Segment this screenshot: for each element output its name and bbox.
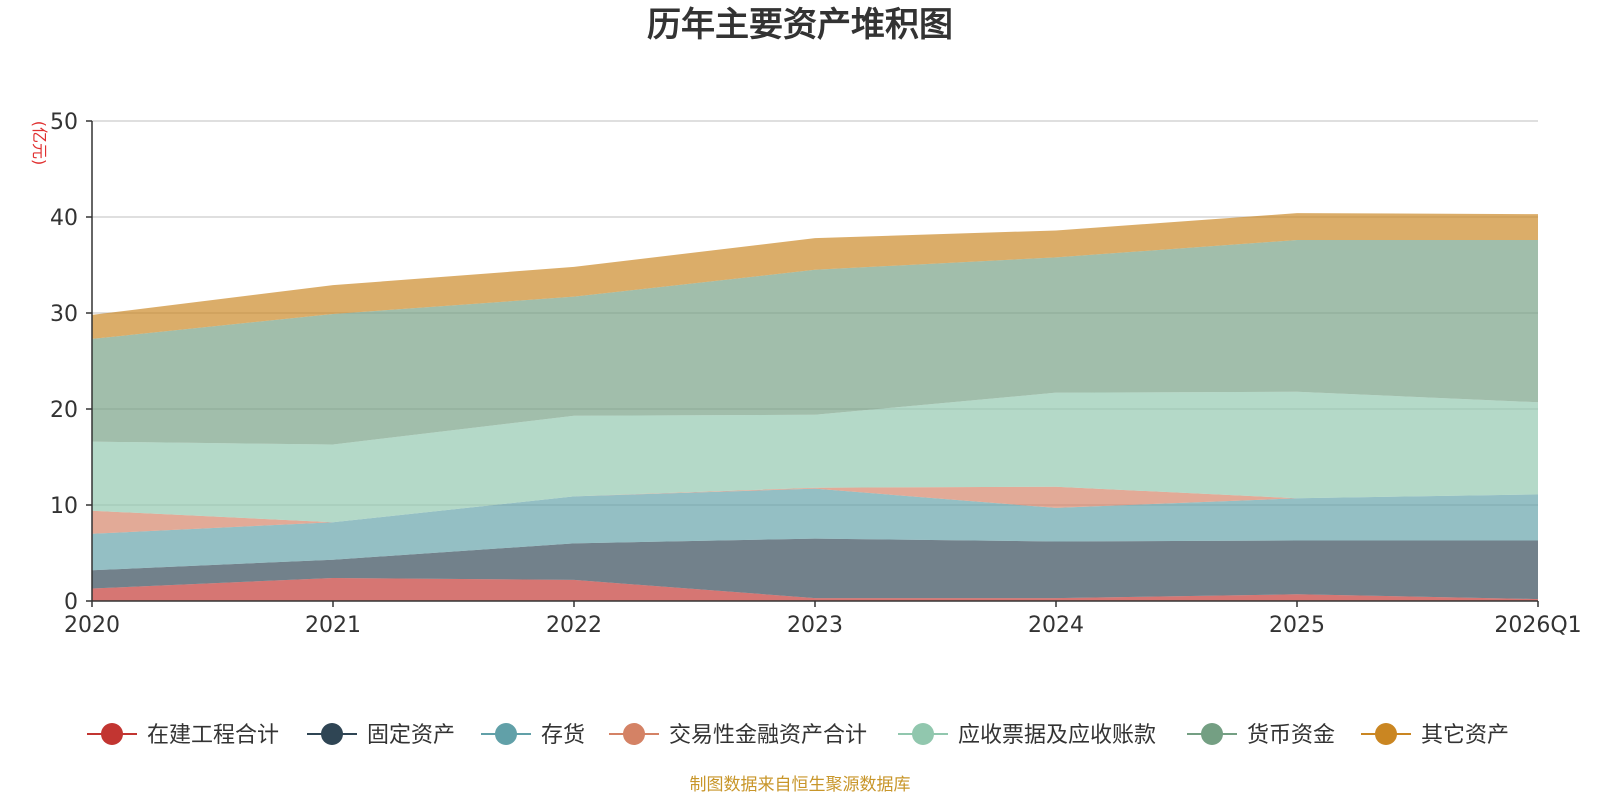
- legend-label: 交易性金融资产合计: [669, 723, 867, 748]
- legend-label: 在建工程合计: [147, 723, 279, 748]
- series-0-area[interactable]: [92, 577, 1538, 601]
- x-tick-label: 2022: [546, 613, 602, 638]
- series-4-area[interactable]: [92, 391, 1538, 523]
- series-1-area[interactable]: [92, 538, 1538, 600]
- x-tick-label: 2026Q1: [1494, 613, 1581, 638]
- y-tick-label: 40: [50, 206, 78, 231]
- legend-label: 其它资产: [1421, 723, 1509, 748]
- legend-item[interactable]: 固定资产: [307, 723, 455, 748]
- x-tick-label: 2025: [1269, 613, 1325, 638]
- x-tick-label: 2023: [787, 613, 843, 638]
- series-2-area[interactable]: [92, 488, 1538, 571]
- legend-marker-icon: [623, 723, 645, 745]
- x-tick-label: 2021: [305, 613, 361, 638]
- series-5-area[interactable]: [92, 240, 1538, 445]
- series-3-area[interactable]: [92, 486, 1538, 534]
- y-tick-label: 30: [50, 302, 78, 327]
- y-tick-label: 50: [50, 110, 78, 135]
- legend-marker-icon: [321, 723, 343, 745]
- legend-marker-icon: [1201, 723, 1223, 745]
- axes: 0 10 20 30 40 50 2020 2021 2022 2023 2024 2025 2026Q…: [50, 110, 1582, 638]
- legend-label: 应收票据及应收账款: [958, 723, 1156, 748]
- legend-marker-icon: [912, 723, 934, 745]
- legend-marker-icon: [101, 723, 123, 745]
- legend-marker-icon: [1375, 723, 1397, 745]
- data-source-note: 制图数据来自恒生聚源数据库: [690, 775, 911, 795]
- x-tick-label: 2024: [1028, 613, 1084, 638]
- x-tick-label: 2020: [64, 613, 120, 638]
- legend-item[interactable]: 存货: [481, 723, 585, 748]
- area-series-group: [92, 213, 1538, 601]
- legend-item[interactable]: 交易性金融资产合计: [609, 723, 867, 748]
- legend-label: 固定资产: [367, 723, 455, 748]
- legend-item[interactable]: 货币资金: [1187, 723, 1335, 748]
- legend[interactable]: 在建工程合计 固定资产 存货 交易性金融资产合计 应收票据及应收账款 货币资金 其它资产: [87, 723, 1509, 748]
- legend-marker-icon: [495, 723, 517, 745]
- legend-label: 货币资金: [1247, 723, 1335, 748]
- y-tick-label: 0: [64, 590, 78, 615]
- legend-item[interactable]: 在建工程合计: [87, 723, 279, 748]
- y-tick-label: 20: [50, 398, 78, 423]
- y-axis-unit-label: (亿元): [30, 121, 49, 166]
- legend-item[interactable]: 其它资产: [1361, 723, 1509, 748]
- legend-item[interactable]: 应收票据及应收账款: [898, 723, 1156, 748]
- legend-label: 存货: [541, 723, 585, 748]
- y-tick-label: 10: [50, 494, 78, 519]
- chart-title: 历年主要资产堆积图: [647, 5, 953, 45]
- series-6-area[interactable]: [92, 213, 1538, 339]
